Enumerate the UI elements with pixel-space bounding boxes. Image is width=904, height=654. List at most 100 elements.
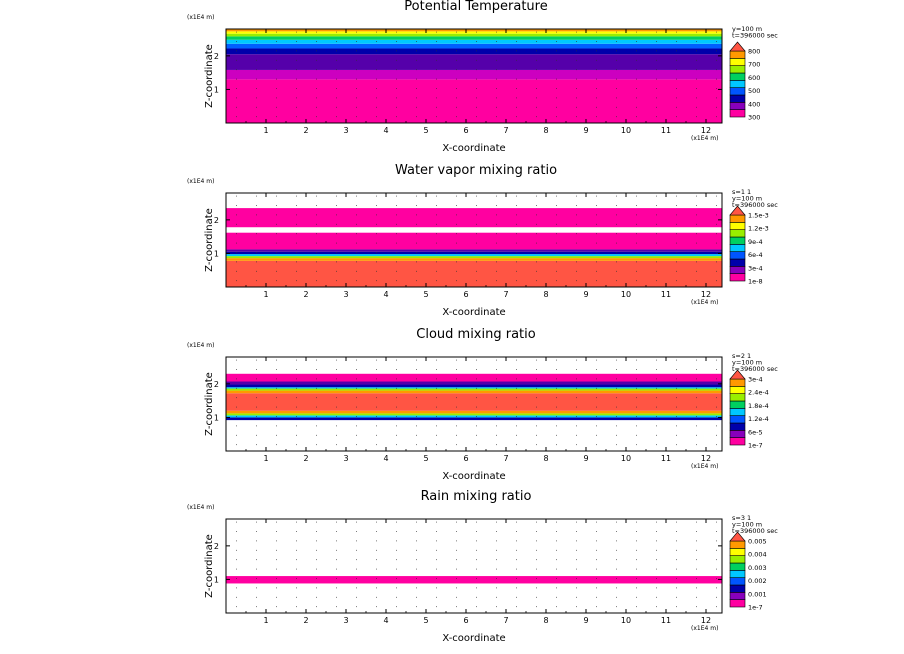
plot-frame: [225, 192, 723, 288]
grid-dot: [316, 416, 317, 417]
grid-dot: [556, 233, 557, 235]
contour-band: [226, 390, 722, 394]
grid-dot: [376, 606, 377, 608]
grid-dots: [236, 195, 717, 282]
grid-dot: [636, 369, 637, 370]
grid-dot: [276, 233, 277, 235]
grid-dot: [436, 596, 437, 598]
contour-band: [226, 388, 722, 391]
x-tick-label: 10: [621, 454, 631, 463]
grid-dot: [696, 568, 697, 570]
grid-dot: [436, 434, 437, 436]
grid-dot: [556, 106, 557, 108]
grid-dot: [716, 369, 717, 370]
grid-dot: [476, 242, 477, 244]
grid-dot: [376, 252, 377, 253]
grid-dot: [436, 252, 437, 253]
y-tick-label: 1: [214, 413, 219, 422]
grid-dot: [336, 416, 337, 417]
grid-dot: [376, 214, 377, 216]
grid-dot: [576, 387, 577, 389]
grid-dot: [616, 59, 617, 61]
grid-dot: [676, 78, 677, 80]
grid-dot: [376, 359, 377, 361]
grid-dot: [716, 88, 717, 89]
grid-dot: [636, 397, 637, 399]
grid-dot: [276, 31, 277, 33]
colorbar-label: 1e-8: [748, 278, 763, 286]
grid-dot: [676, 116, 677, 118]
grid-dot: [436, 416, 437, 417]
grid-dot: [436, 378, 437, 380]
colorbar-segment: [729, 229, 746, 238]
grid-dot: [436, 397, 437, 399]
grid-dot: [696, 214, 697, 216]
grid-dot: [616, 387, 617, 389]
grid-dot: [556, 88, 557, 89]
grid-dot: [576, 41, 577, 42]
grid-dot: [496, 78, 497, 80]
grid-dot: [516, 416, 517, 417]
grid-dot: [296, 88, 297, 89]
grid-dot: [376, 434, 377, 436]
x-tick-label: 12: [701, 290, 711, 299]
grid-dot: [376, 233, 377, 235]
grid-dot: [456, 444, 457, 446]
grid-dot: [356, 270, 357, 272]
grid-dot: [376, 88, 377, 89]
grid-dot: [236, 406, 237, 408]
grid-dot: [696, 223, 697, 225]
grid-dot: [656, 214, 657, 216]
grid-dot: [636, 69, 637, 71]
grid-dot: [436, 425, 437, 427]
grid-dot: [356, 406, 357, 408]
grid-dot: [676, 378, 677, 380]
grid-dot: [556, 387, 557, 389]
grid-dot: [696, 242, 697, 244]
grid-dot: [296, 378, 297, 380]
grid-dot: [716, 397, 717, 399]
grid-dot: [716, 444, 717, 446]
grid-dot: [656, 434, 657, 436]
grid-dot: [476, 378, 477, 380]
grid-dot: [456, 261, 457, 263]
grid-dot: [656, 387, 657, 389]
grid-dot: [596, 280, 597, 282]
grid-dot: [436, 531, 437, 532]
grid-dot: [436, 233, 437, 235]
grid-dot: [576, 568, 577, 570]
grid-dot: [596, 106, 597, 108]
grid-dot: [536, 223, 537, 225]
grid-dot: [716, 223, 717, 225]
grid-dot: [436, 280, 437, 282]
grid-dot: [396, 214, 397, 216]
grid-dot: [456, 31, 457, 33]
grid-dot: [456, 406, 457, 408]
grid-dot: [276, 106, 277, 108]
grid-dot: [616, 568, 617, 570]
grid-dot: [636, 233, 637, 235]
grid-dot: [676, 242, 677, 244]
x-tick-label: 7: [503, 616, 508, 625]
grid-dot: [556, 587, 557, 589]
grid-dot: [536, 270, 537, 272]
grid-dot: [596, 397, 597, 399]
contour-band: [226, 227, 722, 233]
grid-dot: [596, 540, 597, 542]
grid-dot: [696, 387, 697, 389]
grid-dot: [456, 596, 457, 598]
grid-dot: [596, 88, 597, 89]
grid-dot: [656, 41, 657, 42]
grid-dot: [696, 88, 697, 89]
plot-frame: [225, 356, 723, 452]
grid-dot: [396, 549, 397, 551]
grid-dot: [296, 549, 297, 551]
grid-dot: [696, 378, 697, 380]
grid-dot: [716, 280, 717, 282]
contour-band: [226, 576, 722, 584]
grid-dot: [396, 540, 397, 542]
grid-dot: [416, 270, 417, 272]
x-tick-label: 5: [423, 454, 428, 463]
grid-dot: [656, 606, 657, 608]
grid-dot: [456, 214, 457, 216]
